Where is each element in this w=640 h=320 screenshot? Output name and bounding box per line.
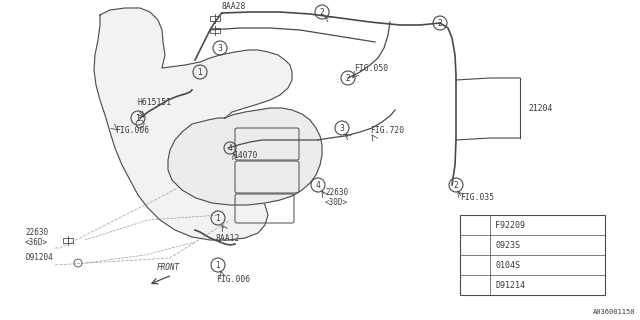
Text: 1: 1 (198, 68, 202, 76)
Text: F92209: F92209 (495, 220, 525, 229)
Text: <30D>: <30D> (325, 197, 348, 206)
Text: 2: 2 (438, 19, 442, 28)
Text: 8AA12: 8AA12 (215, 234, 239, 243)
Text: 2: 2 (346, 74, 350, 83)
Text: 1: 1 (473, 222, 477, 228)
Text: A036001150: A036001150 (593, 309, 635, 315)
Bar (460, 215, 605, 295)
Text: FIG.006: FIG.006 (216, 276, 250, 284)
Text: 2: 2 (319, 7, 324, 17)
Text: 22630: 22630 (25, 228, 48, 236)
Text: 0923S: 0923S (495, 241, 520, 250)
Text: 4: 4 (473, 282, 477, 288)
Text: 2: 2 (454, 180, 458, 189)
Text: 4: 4 (316, 180, 321, 189)
Text: 0104S: 0104S (495, 260, 520, 269)
Text: <36D>: <36D> (25, 237, 48, 246)
Text: FIG.720: FIG.720 (370, 125, 404, 134)
Bar (210, 15, 220, 20)
Text: D91204: D91204 (25, 253, 52, 262)
Text: 8AA28: 8AA28 (222, 2, 246, 11)
Text: 22630: 22630 (325, 188, 348, 196)
Polygon shape (94, 8, 292, 240)
Text: 1: 1 (216, 260, 220, 269)
Text: D91214: D91214 (495, 281, 525, 290)
Text: FRONT: FRONT (156, 263, 180, 272)
Text: 3: 3 (473, 262, 477, 268)
Text: FIG.035: FIG.035 (460, 193, 494, 202)
Text: 3: 3 (340, 124, 344, 132)
Text: H615151: H615151 (138, 98, 172, 107)
Text: 14070: 14070 (233, 150, 257, 159)
Text: 1: 1 (216, 213, 220, 222)
Bar (210, 28, 220, 33)
Text: 21204: 21204 (528, 103, 552, 113)
Text: 2: 2 (473, 242, 477, 248)
Text: 4: 4 (228, 143, 232, 153)
Text: 3: 3 (218, 44, 223, 52)
Text: 1: 1 (136, 114, 140, 123)
Text: FIG.006: FIG.006 (115, 125, 149, 134)
Bar (63, 237, 73, 243)
Text: FIG.050: FIG.050 (354, 63, 388, 73)
Polygon shape (168, 108, 322, 205)
